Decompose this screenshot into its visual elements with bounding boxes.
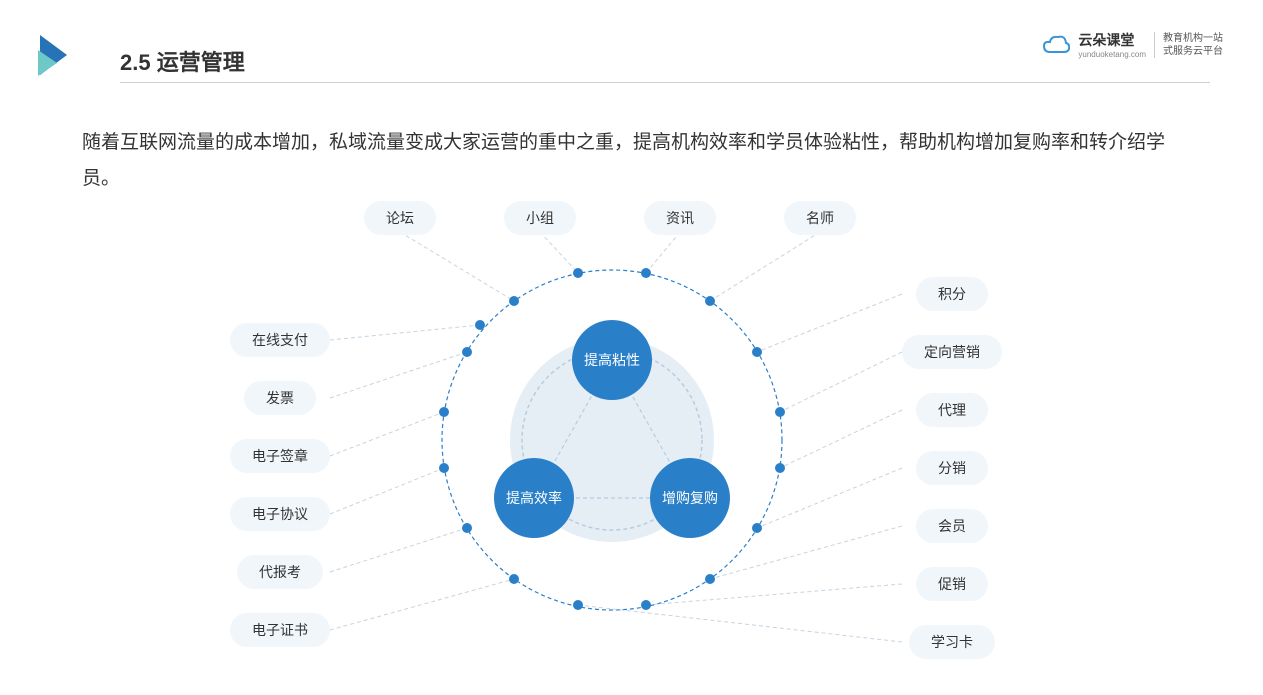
feature-pill: 发票: [244, 381, 316, 415]
brand-text-block: 云朵课堂 yunduoketang.com: [1078, 30, 1146, 59]
section-arrow-icon: [35, 30, 75, 80]
core-node-1: 提高效率: [494, 458, 574, 538]
feature-pill: 在线支付: [230, 323, 330, 357]
core-node-2: 增购复购: [650, 458, 730, 538]
feature-pill: 积分: [916, 277, 988, 311]
slide-header: 2.5 运营管理 云朵课堂 yunduoketang.com 教育机构一站 式服…: [0, 0, 1263, 95]
feature-pill: 学习卡: [909, 625, 995, 659]
feature-pill: 名师: [784, 201, 856, 235]
core-node-0: 提高粘性: [572, 320, 652, 400]
operations-diagram: 提高粘性提高效率增购复购 论坛 小组 资讯 名师在线支付发票电子签章电子协议代报考电子证…: [0, 190, 1263, 695]
feature-pill: 电子证书: [230, 613, 330, 647]
tagline-line2: 式服务云平台: [1163, 45, 1223, 58]
diagram-svg-layer: [0, 190, 1263, 695]
feature-pill: 促销: [916, 567, 988, 601]
section-title: 2.5 运营管理: [120, 45, 245, 77]
feature-pill: 分销: [916, 451, 988, 485]
logo-divider: [1154, 32, 1155, 58]
feature-pill: 资讯: [644, 201, 716, 235]
feature-pill: 小组: [504, 201, 576, 235]
brand-domain: yunduoketang.com: [1078, 50, 1146, 59]
brand-logo: 云朵课堂 yunduoketang.com 教育机构一站 式服务云平台: [1042, 30, 1223, 59]
feature-pill: 定向营销: [902, 335, 1002, 369]
cloud-icon: [1042, 34, 1070, 56]
feature-pill: 电子协议: [230, 497, 330, 531]
title-underline: [120, 82, 1210, 83]
feature-pill: 论坛: [364, 201, 436, 235]
brand-name: 云朵课堂: [1078, 30, 1146, 50]
section-title-text: 运营管理: [157, 50, 245, 75]
slide-description: 随着互联网流量的成本增加，私域流量变成大家运营的重中之重，提高机构效率和学员体验…: [82, 125, 1182, 197]
feature-pill: 代理: [916, 393, 988, 427]
brand-tagline: 教育机构一站 式服务云平台: [1163, 32, 1223, 58]
section-number: 2.5: [120, 50, 151, 75]
feature-pill: 电子签章: [230, 439, 330, 473]
feature-pill: 会员: [916, 509, 988, 543]
tagline-line1: 教育机构一站: [1163, 32, 1223, 45]
feature-pill: 代报考: [237, 555, 323, 589]
